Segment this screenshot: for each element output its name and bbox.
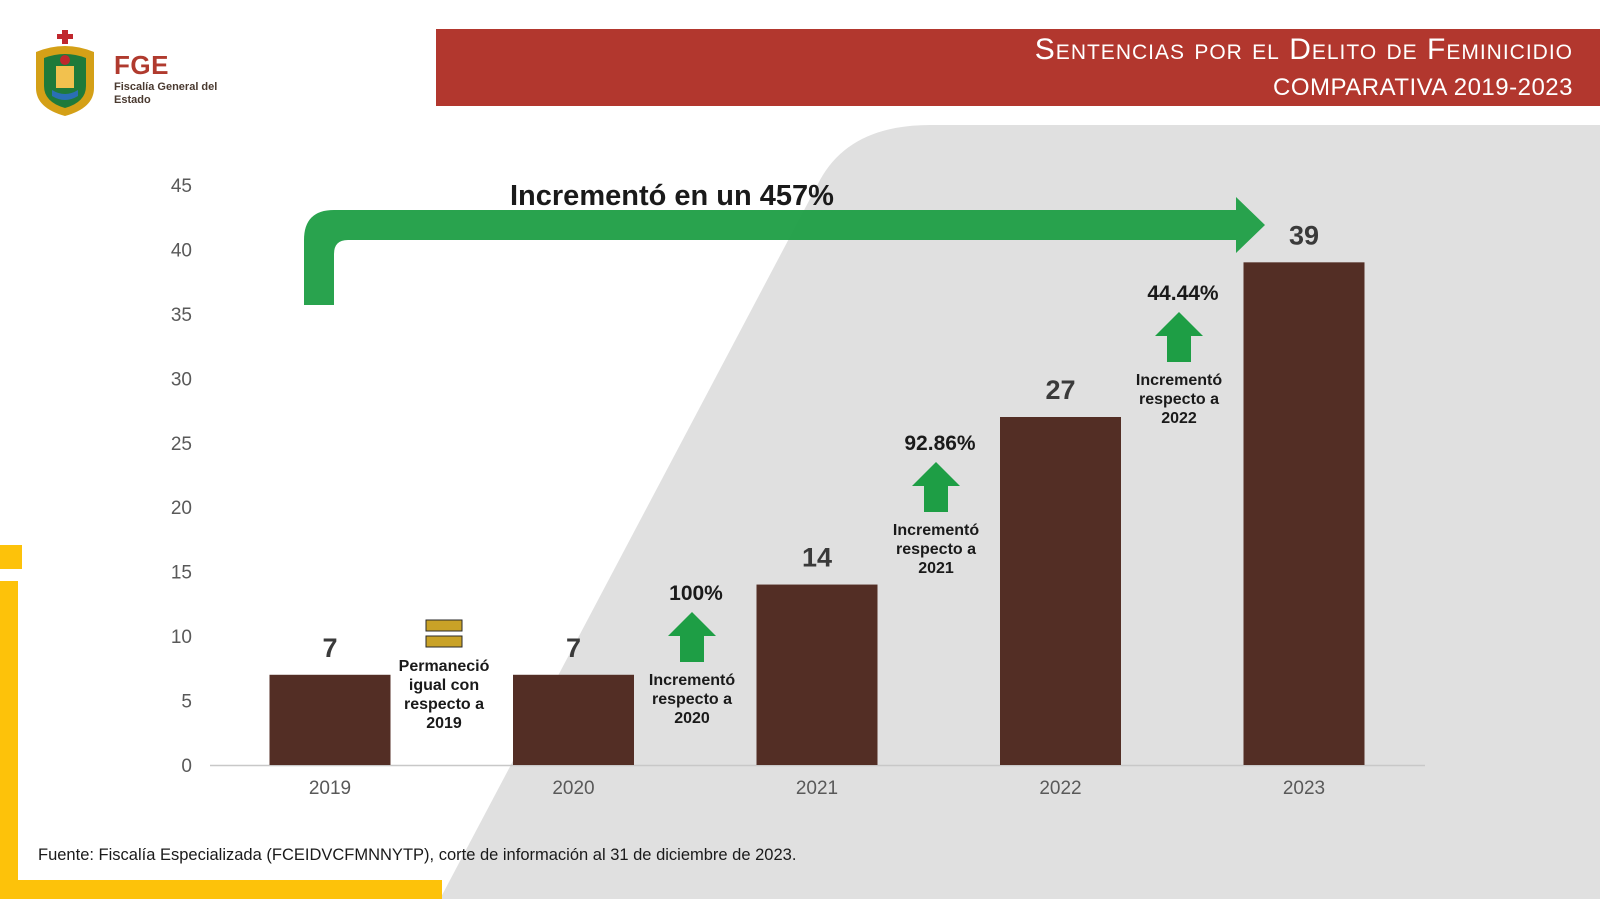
annotation-text-line: respecto a — [896, 541, 976, 558]
x-tick-label: 2020 — [552, 778, 594, 799]
equal-sign-icon — [425, 619, 463, 632]
up-arrow-icon — [912, 462, 960, 512]
bar — [756, 584, 878, 765]
up-arrow-icon — [668, 612, 716, 662]
y-tick-label: 45 — [171, 176, 192, 197]
y-tick-label: 35 — [171, 305, 192, 326]
percent-change-label: 92.86% — [904, 432, 976, 455]
annotation-text-line: 2022 — [1161, 410, 1197, 427]
bar — [513, 674, 634, 765]
data-label: 39 — [1289, 220, 1319, 250]
data-label: 7 — [566, 633, 581, 663]
annotation-text-line: respecto a — [652, 691, 732, 708]
logo-institution-name: Fiscalía General del Estado — [114, 81, 218, 106]
annotation-text-line: igual con — [409, 677, 479, 694]
logo-abbreviation: FGE — [114, 50, 169, 80]
annotation-text-line: respecto a — [404, 696, 484, 713]
data-label: 7 — [322, 633, 337, 663]
y-tick-label: 20 — [171, 498, 192, 519]
y-tick-label: 10 — [171, 627, 192, 648]
equal-sign-icon — [425, 635, 463, 648]
annotation-text-line: Incrementó — [893, 522, 979, 539]
total-increase-arrow-icon — [304, 197, 1265, 305]
annotation-text-line: 2019 — [426, 715, 462, 732]
annotation-text-line: Permaneció — [399, 658, 490, 675]
up-arrow-icon — [1155, 312, 1203, 362]
annotation-text-line: 2021 — [918, 560, 954, 577]
y-tick-label: 0 — [181, 756, 192, 777]
x-tick-label: 2022 — [1039, 778, 1081, 799]
annotation-text-line: respecto a — [1139, 391, 1219, 408]
yellow-accent-tab — [0, 545, 22, 569]
y-tick-label: 15 — [171, 563, 192, 584]
percent-change-label: 100% — [669, 582, 723, 605]
source-note: Fuente: Fiscalía Especializada (FCEIDVCF… — [38, 846, 797, 864]
y-tick-label: 30 — [171, 369, 192, 390]
x-tick-label: 2021 — [796, 778, 838, 799]
bar — [269, 674, 391, 765]
annotation-text-line: Incrementó — [1136, 372, 1222, 389]
annotation-text-line: Incrementó — [649, 672, 735, 689]
title-bar: Sentencias por el Delito de Feminicidio … — [436, 29, 1600, 106]
data-label: 14 — [802, 543, 832, 573]
coat-of-arms-icon — [36, 30, 94, 116]
page-title: Sentencias por el Delito de Feminicidio — [1034, 33, 1573, 66]
annotation-text-line: 2020 — [674, 710, 710, 727]
x-tick-label: 2023 — [1283, 778, 1325, 799]
total-change-label: Incrementó en un 457% — [510, 180, 834, 212]
percent-change-label: 44.44% — [1147, 282, 1219, 305]
y-tick-label: 5 — [181, 692, 192, 713]
bar — [1243, 262, 1365, 765]
y-tick-label: 25 — [171, 434, 192, 455]
fge-logo: FGE Fiscalía General del Estado — [28, 28, 218, 118]
y-tick-label: 40 — [171, 240, 192, 261]
bar — [1000, 417, 1121, 765]
page-subtitle: COMPARATIVA 2019-2023 — [1273, 74, 1573, 101]
x-tick-label: 2019 — [309, 778, 351, 799]
data-label: 27 — [1045, 375, 1075, 405]
